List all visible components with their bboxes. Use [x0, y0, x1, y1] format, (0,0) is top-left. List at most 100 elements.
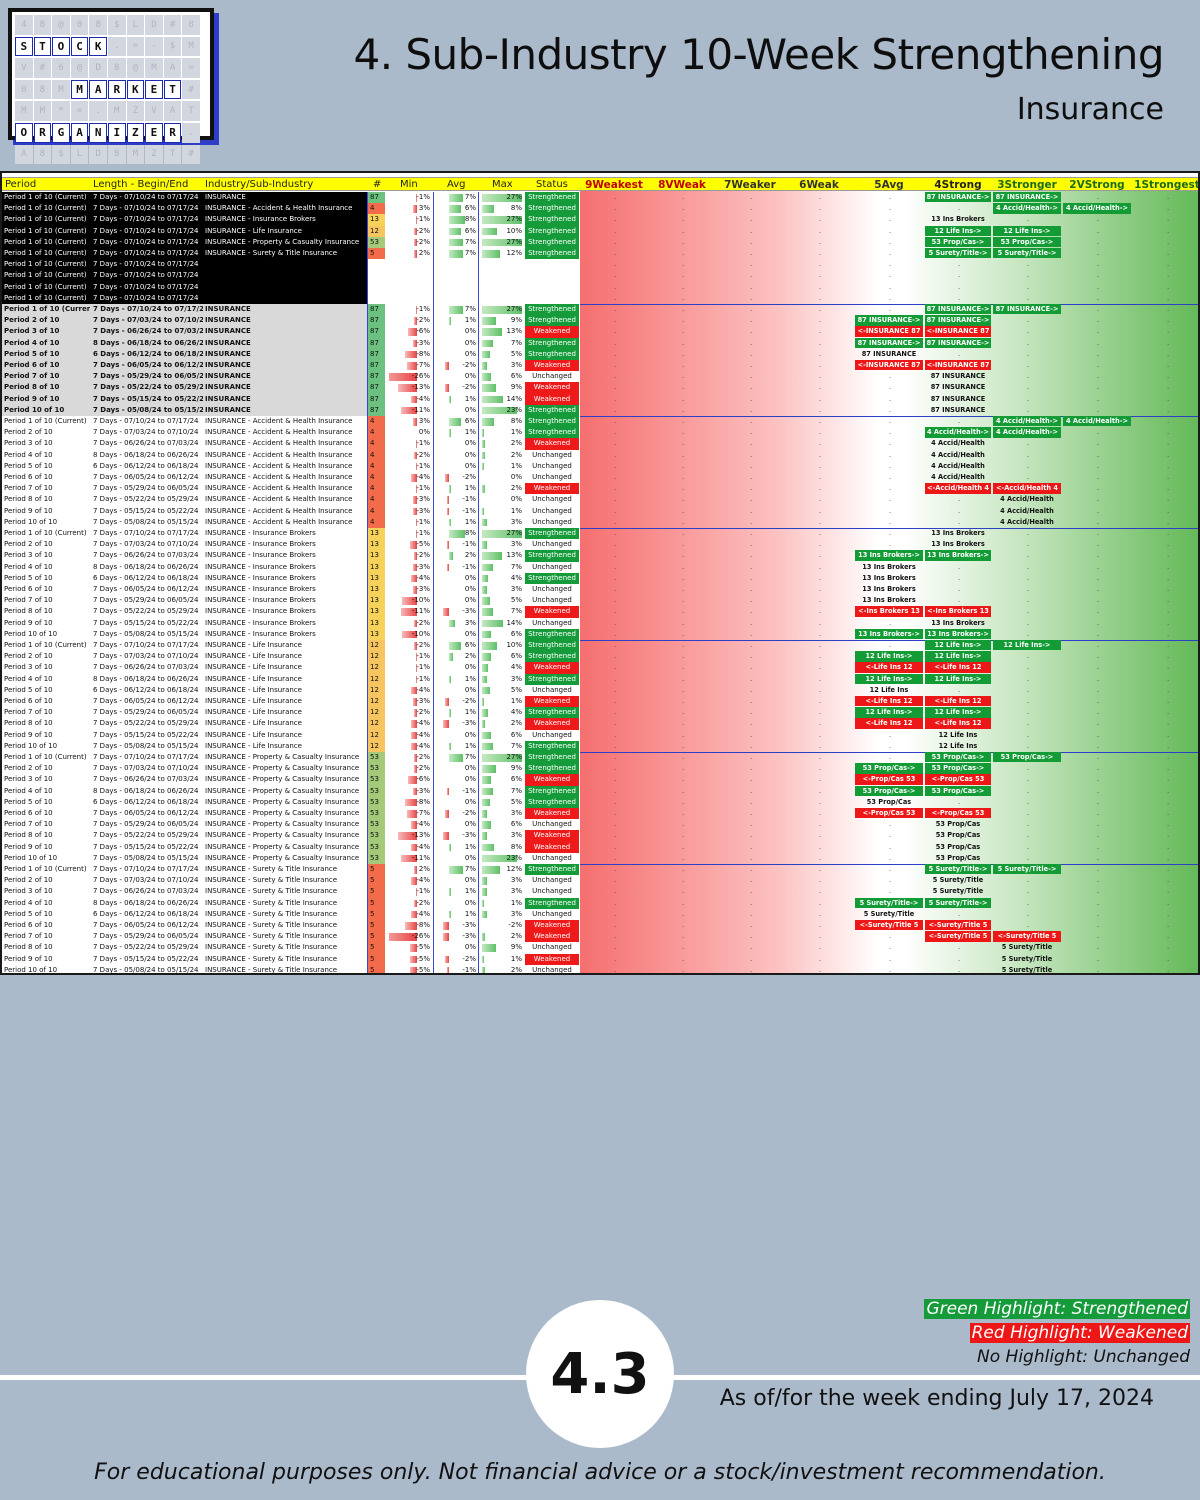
zone-dot: .	[682, 461, 685, 470]
period-cell: Period 10 of 10	[4, 853, 58, 862]
period-cell: Period 3 of 10	[4, 887, 53, 896]
min-bar	[405, 350, 417, 359]
period-cell: Period 2 of 10	[4, 316, 60, 325]
period-cell: Period 6 of 10	[4, 585, 53, 593]
zone-dot: .	[614, 719, 617, 728]
zone-dot: .	[958, 450, 961, 459]
min-bar	[411, 843, 417, 852]
zone-dot: .	[682, 607, 685, 616]
count-cell: 87	[368, 304, 385, 316]
status-cell: Strengthened	[525, 203, 579, 215]
row-data-bg	[368, 371, 580, 383]
min-cell: -2%	[389, 763, 431, 774]
zone-dot: .	[682, 775, 685, 784]
row-data-bg	[368, 259, 580, 271]
zone-dot: .	[1167, 394, 1170, 403]
zone-dot: .	[1027, 517, 1030, 526]
zone-dot: .	[889, 954, 892, 963]
table-row: Period 5 of 10 6 Days - 06/12/24 to 06/18…	[2, 348, 1198, 360]
table-row: Period 7 of 10 7 Days - 05/29/24 to 06/05…	[2, 707, 1198, 719]
min-cell: -8%	[389, 797, 431, 808]
length-cell: 7 Days - 05/29/24 to 06/05/24	[93, 820, 199, 829]
zone-dot: .	[682, 517, 685, 526]
min-bar	[406, 810, 417, 818]
table-row: Period 3 of 10 7 Days - 06/26/24 to 07/03…	[2, 774, 1198, 786]
industry-cell: INSURANCE - Surety & Title Insurance	[205, 965, 338, 974]
row-label-bg	[2, 595, 368, 607]
count-cell: 53	[368, 830, 385, 842]
status-cell: Unchanged	[532, 909, 572, 918]
group-separator	[2, 416, 1198, 417]
max-bar	[482, 418, 494, 426]
avg-bar	[445, 384, 449, 392]
length-cell: 7 Days - 07/10/24 to 07/17/24	[93, 204, 199, 213]
min-bar	[415, 440, 417, 448]
zone-dot: .	[1167, 965, 1170, 974]
period-cell: Period 4 of 10	[4, 562, 53, 571]
min-cell: -4%	[389, 472, 431, 483]
logo-letter: A	[89, 79, 107, 100]
row-data-bg	[368, 505, 580, 517]
avg-bar	[449, 866, 463, 874]
max-cell: 12%	[480, 864, 524, 875]
zone-dot: .	[958, 204, 961, 213]
period-cell: Period 2 of 10	[4, 652, 53, 661]
row-data-bg	[368, 774, 580, 786]
zone-dot: .	[614, 529, 617, 537]
zone-dot: .	[614, 540, 617, 549]
avg-cell: -1%	[435, 786, 477, 797]
max-bar	[482, 563, 493, 572]
row-label-bg	[2, 494, 368, 506]
zone-dot: .	[750, 685, 753, 694]
zone-dot: .	[819, 405, 822, 414]
table-row: Period 9 of 10 7 Days - 05/15/24 to 05/22…	[2, 841, 1198, 853]
max-bar	[482, 194, 522, 202]
count-cell: 4	[368, 494, 385, 506]
count-cell: 4	[368, 516, 385, 528]
zone-dot: .	[1097, 898, 1100, 907]
length-cell: 7 Days - 05/15/24 to 05/22/24	[93, 506, 199, 515]
zone-dot: .	[750, 876, 753, 885]
zone-dot: .	[819, 764, 822, 773]
zone-dot: .	[1097, 876, 1100, 885]
period-cell: Period 3 of 10	[4, 775, 53, 784]
zone-dot: .	[750, 607, 753, 616]
zone-dot: .	[1027, 876, 1030, 885]
min-cell: -8%	[389, 349, 431, 360]
avg-cell: 0%	[464, 450, 476, 459]
zone-dot: .	[750, 293, 753, 302]
status-cell: Strengthened	[525, 304, 579, 316]
zone-dot: .	[819, 921, 822, 929]
period-cell: Period 1 of 10 (Current)	[4, 293, 87, 302]
zone-dot: .	[1167, 741, 1170, 750]
zone-dot: .	[750, 741, 753, 750]
zone-dot: .	[1027, 697, 1030, 705]
table-row: Period 6 of 10 7 Days - 06/05/24 to 06/12…	[2, 920, 1198, 932]
max-bar	[482, 350, 490, 359]
zone-dot: .	[682, 730, 685, 739]
industry-cell: INSURANCE - Accident & Health Insurance	[205, 439, 353, 448]
zone-dot: .	[614, 618, 617, 627]
zone-dot: .	[889, 405, 892, 414]
period-cell: Period 2 of 10	[4, 876, 53, 885]
zone-label: 87 INSURANCE	[930, 394, 986, 403]
zone-dot: .	[819, 562, 822, 571]
zone-dot: .	[614, 361, 617, 369]
table-row: Period 2 of 10 7 Days - 07/03/24 to 07/10…	[2, 651, 1198, 663]
zone-dot: .	[1027, 260, 1030, 269]
max-cell: 4%	[480, 573, 524, 584]
avg-cell: -1%	[435, 562, 477, 573]
count-cell: 13	[368, 595, 385, 607]
table-row: Period 4 of 10 8 Days - 06/18/24 to 06/26…	[2, 673, 1198, 685]
min-bar	[415, 216, 417, 224]
header-zone-4strong: 4Strong	[934, 179, 982, 191]
zone-dot: .	[889, 876, 892, 885]
industry-cell: INSURANCE	[205, 327, 251, 336]
zone-dot: .	[682, 753, 685, 761]
zone-dot: .	[819, 909, 822, 918]
zone-dot: .	[1097, 663, 1100, 672]
zone-dot: .	[750, 338, 753, 347]
min-cell: -7%	[389, 808, 431, 819]
zone-dot: .	[1027, 741, 1030, 750]
zone-label: <-Life Ins 12	[855, 662, 923, 673]
